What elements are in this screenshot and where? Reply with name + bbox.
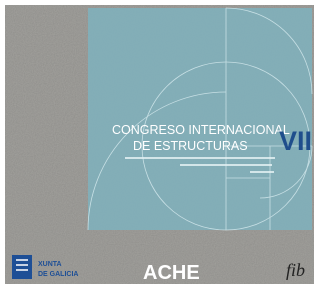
edition-number: VII <box>279 126 312 156</box>
xunta-logo: XUNTA <box>38 261 62 268</box>
xunta-logo: DE GALICIA <box>38 271 78 278</box>
poster: CONGRESO INTERNACIONAL DE ESTRUCTURAS VI… <box>0 0 319 289</box>
fib-logo: fib <box>286 260 305 280</box>
title-line: DE ESTRUCTURAS <box>133 139 248 153</box>
xunta-shield <box>12 255 32 279</box>
blue-panel <box>88 8 312 230</box>
ache-logo: ACHE <box>143 262 200 284</box>
title-line: CONGRESO INTERNACIONAL <box>112 123 290 137</box>
